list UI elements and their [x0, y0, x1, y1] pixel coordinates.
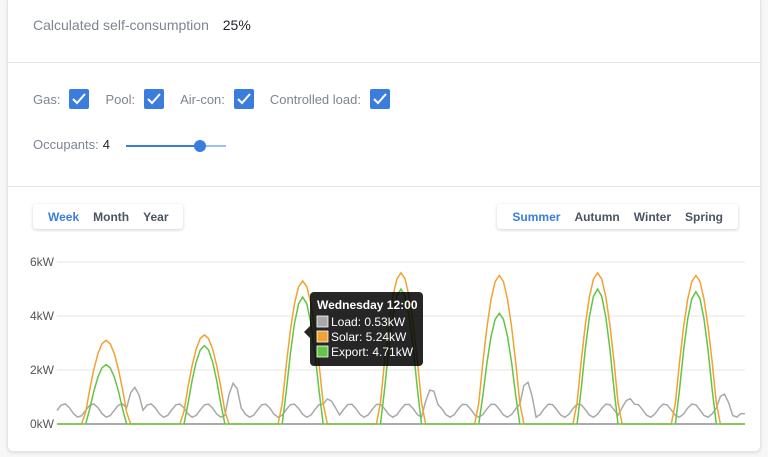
tab-spring[interactable]: Spring [685, 209, 723, 224]
occupants-row: Occupants: 4 [33, 137, 110, 152]
tooltip-row: Solar: 5.24kW [331, 330, 407, 344]
energy-chart[interactable]: 6kW 4kW 2kW 0kW Wednesday 12:00 Load: 0.53kW… [0, 248, 768, 448]
option-label: Gas: [33, 91, 61, 107]
tooltip-row: Load: 0.53kW [331, 315, 406, 329]
option-pool: Pool: [105, 89, 165, 109]
tab-week[interactable]: Week [48, 209, 80, 224]
check-icon [237, 93, 251, 105]
option-gas: Gas: [33, 89, 90, 109]
appliance-options: Gas: Pool: Air-con: Controlled load: [33, 89, 406, 109]
gas-checkbox[interactable] [69, 89, 90, 109]
option-label: Air-con: [180, 91, 225, 107]
export-series-line [57, 287, 745, 425]
y-tick-label: 4kW [30, 309, 55, 323]
option-aircon: Air-con: [180, 89, 254, 109]
self-consumption-row: Calculated self-consumption 25% [33, 17, 251, 33]
period-tabs: Week Month Year [33, 204, 184, 229]
aircon-checkbox[interactable] [233, 89, 254, 109]
load-series-line [56, 381, 745, 419]
tooltip-box [310, 292, 423, 366]
tab-winter[interactable]: Winter [633, 209, 671, 224]
y-axis-ticks: 6kW 4kW 2kW 0kW [30, 255, 55, 431]
slider-thumb[interactable] [194, 140, 206, 152]
tooltip-swatch [316, 315, 329, 328]
tooltip-title: Wednesday 12:00 [317, 298, 418, 312]
check-icon [147, 93, 161, 105]
tab-summer[interactable]: Summer [512, 209, 561, 224]
occupants-value: 4 [102, 137, 110, 152]
y-tick-label: 2kW [30, 363, 55, 377]
self-consumption-label: Calculated self-consumption [33, 17, 209, 33]
option-controlled-load: Controlled load: [270, 89, 390, 109]
y-tick-label: 0kW [30, 417, 55, 431]
tooltip-swatch [316, 330, 329, 343]
option-label: Controlled load: [269, 91, 361, 107]
tab-autumn[interactable]: Autumn [574, 209, 620, 224]
season-tabs: Summer Autumn Winter Spring [497, 204, 738, 229]
tab-month[interactable]: Month [93, 209, 130, 224]
tooltip-caret [304, 326, 310, 338]
occupants-slider[interactable] [126, 138, 226, 154]
occupants-label: Occupants: [33, 137, 99, 152]
divider [7, 186, 761, 187]
divider [7, 62, 761, 63]
chart-series [56, 271, 745, 425]
controlled-load-checkbox[interactable] [369, 89, 390, 109]
tooltip-row: Export: 4.71kW [331, 345, 414, 359]
tab-year[interactable]: Year [143, 209, 169, 224]
check-icon [373, 93, 387, 105]
check-icon [72, 93, 87, 105]
tooltip-swatch [316, 345, 329, 358]
self-consumption-value: 25% [222, 17, 251, 33]
y-tick-label: 6kW [30, 255, 55, 269]
pool-checkbox[interactable] [144, 89, 165, 109]
option-label: Pool: [105, 91, 136, 107]
